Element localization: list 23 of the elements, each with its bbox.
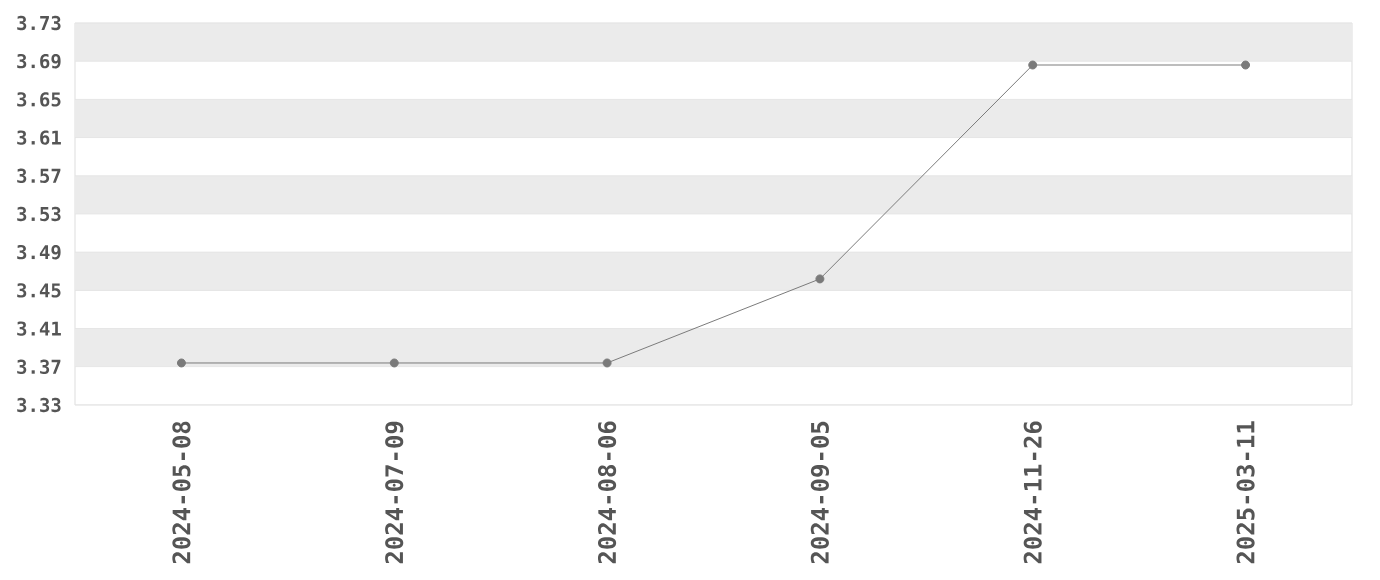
point <box>1241 60 1251 70</box>
y-tick-label: 3.53 <box>17 206 61 222</box>
y-tick-label: 3.41 <box>17 321 61 336</box>
y-tick-label: 3.69 <box>17 53 61 69</box>
x-tick-label: 2024-08-06 <box>597 421 617 564</box>
y-tick-label: 3.61 <box>17 130 61 145</box>
y-tick-label: 3.65 <box>17 92 61 107</box>
y-tick-label: 3.45 <box>17 283 61 298</box>
y-tick-label: 3.33 <box>17 397 61 413</box>
y-tick-label: 3.73 <box>17 15 61 31</box>
point <box>815 274 825 284</box>
y-tick-label: 3.49 <box>17 244 61 260</box>
point <box>389 358 399 368</box>
x-tick-label: 2024-09-05 <box>810 421 830 564</box>
x-tick-label: 2025-03-11 <box>1236 421 1255 564</box>
y-tick-label: 3.57 <box>17 168 61 183</box>
x-tick-label: 2024-05-08 <box>172 421 191 564</box>
point <box>602 358 612 368</box>
y-tick-label: 3.37 <box>17 359 61 374</box>
point <box>1028 60 1038 70</box>
point <box>176 358 186 368</box>
x-tick-label: 2024-07-09 <box>385 421 404 564</box>
x-tick-label: 2024-11-26 <box>1023 421 1042 564</box>
